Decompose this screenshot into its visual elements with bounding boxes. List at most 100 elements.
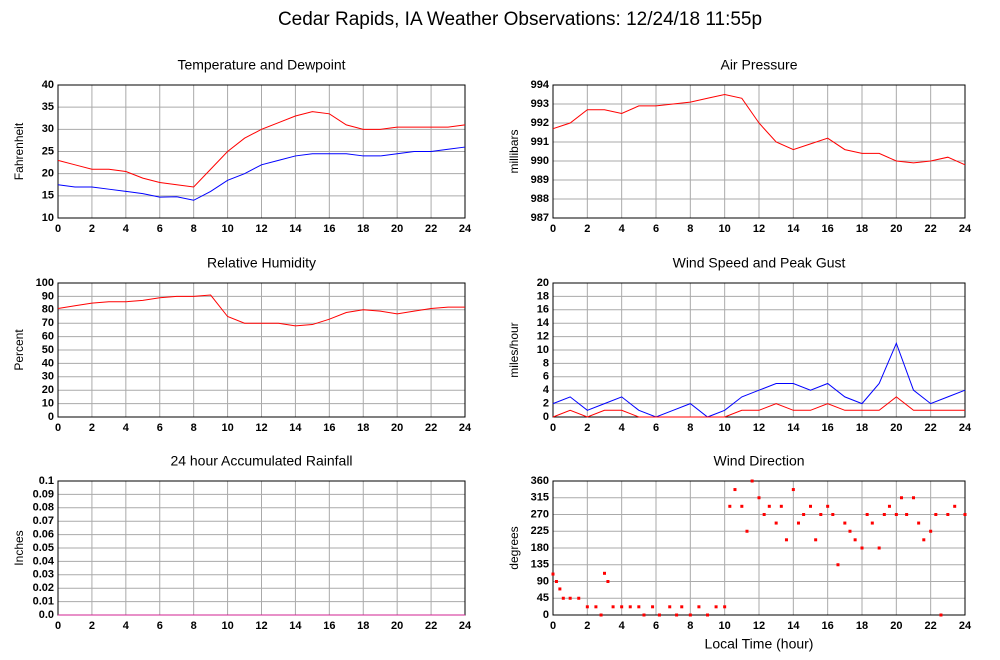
x-tick-label: 20 xyxy=(391,620,403,632)
x-tick-label: 8 xyxy=(687,223,693,235)
x-tick-label: 6 xyxy=(653,223,659,235)
data-point xyxy=(929,529,933,533)
x-tick-label: 4 xyxy=(123,620,130,632)
x-tick-label: 24 xyxy=(459,223,472,235)
y-axis-label: millibars xyxy=(507,129,521,173)
data-point xyxy=(558,587,562,591)
y-axis-label: degrees xyxy=(507,526,521,569)
data-point xyxy=(843,521,847,525)
x-tick-label: 12 xyxy=(753,620,765,632)
x-tick-label: 2 xyxy=(89,422,95,434)
data-point xyxy=(819,513,823,516)
x-tick-label: 12 xyxy=(255,223,267,235)
plot-frame xyxy=(552,480,966,616)
x-tick-label: 0 xyxy=(55,422,61,434)
x-tick-label: 2 xyxy=(584,223,590,235)
x-tick-label: 22 xyxy=(425,223,437,235)
data-point xyxy=(585,605,589,609)
data-point xyxy=(668,605,672,609)
y-tick-label: 225 xyxy=(531,525,549,537)
x-tick-label: 10 xyxy=(719,422,731,434)
data-point xyxy=(848,529,852,533)
y-tick-label: 0.0 xyxy=(39,609,54,621)
data-point xyxy=(733,488,737,492)
chart-title: Air Pressure xyxy=(720,57,797,73)
plot-frame xyxy=(552,84,966,219)
data-point xyxy=(836,563,840,567)
y-tick-label: 991 xyxy=(531,136,549,148)
y-tick-label: 10 xyxy=(537,344,549,356)
data-point xyxy=(762,513,766,516)
x-tick-label: 18 xyxy=(856,620,868,632)
x-tick-label: 2 xyxy=(584,620,590,632)
x-tick-label: 2 xyxy=(584,422,590,434)
x-tick-label: 8 xyxy=(687,620,693,632)
x-tick-label: 6 xyxy=(157,620,163,632)
chart-title: Temperature and Dewpoint xyxy=(177,57,345,73)
x-tick-label: 24 xyxy=(959,620,972,632)
x-tick-label: 14 xyxy=(289,223,302,235)
x-tick-label: 14 xyxy=(787,223,800,235)
plot-frame xyxy=(57,282,466,418)
x-tick-label: 12 xyxy=(255,620,267,632)
data-point xyxy=(791,488,795,492)
x-tick-label: 20 xyxy=(890,422,902,434)
x-tick-label: 20 xyxy=(391,422,403,434)
y-tick-label: 80 xyxy=(42,304,54,316)
y-tick-label: 989 xyxy=(531,174,549,186)
plot-frame xyxy=(57,84,466,219)
y-tick-label: 100 xyxy=(36,277,54,289)
y-tick-label: 0.09 xyxy=(33,488,54,500)
x-tick-label: 8 xyxy=(687,422,693,434)
y-tick-label: 270 xyxy=(531,508,549,520)
x-tick-label: 16 xyxy=(323,422,335,434)
data-point xyxy=(561,596,565,600)
y-tick-label: 315 xyxy=(531,492,549,504)
data-point xyxy=(779,504,783,508)
data-point xyxy=(784,538,788,542)
data-point xyxy=(865,513,869,516)
y-tick-label: 0.03 xyxy=(33,569,54,581)
x-tick-label: 6 xyxy=(157,422,163,434)
x-tick-label: 8 xyxy=(191,223,197,235)
data-point xyxy=(599,613,603,617)
data-point xyxy=(917,521,921,525)
chart-title: Wind Direction xyxy=(713,453,804,469)
x-tick-label: 18 xyxy=(357,620,369,632)
data-point xyxy=(728,504,732,508)
page-title: Cedar Rapids, IA Weather Observations: 1… xyxy=(278,9,762,30)
data-point xyxy=(922,538,926,542)
y-tick-label: 70 xyxy=(42,317,54,329)
data-point xyxy=(905,513,909,516)
x-tick-label: 16 xyxy=(822,620,834,632)
x-tick-label: 22 xyxy=(425,422,437,434)
x-tick-label: 4 xyxy=(619,620,626,632)
x-tick-label: 16 xyxy=(323,223,335,235)
x-tick-label: 2 xyxy=(89,223,95,235)
data-point xyxy=(551,572,555,576)
data-point xyxy=(745,529,749,533)
y-tick-label: 135 xyxy=(531,559,549,571)
x-tick-label: 12 xyxy=(753,422,765,434)
x-tick-label: 20 xyxy=(391,223,403,235)
data-line xyxy=(57,146,466,201)
y-tick-label: 0 xyxy=(543,609,549,621)
x-tick-label: 10 xyxy=(221,620,233,632)
y-tick-label: 988 xyxy=(531,193,549,205)
y-tick-label: 14 xyxy=(537,317,550,329)
data-line xyxy=(552,341,966,418)
x-tick-label: 16 xyxy=(822,223,834,235)
y-tick-label: 0.04 xyxy=(33,555,55,567)
x-tick-label: 14 xyxy=(289,620,302,632)
data-point xyxy=(688,613,692,617)
data-point xyxy=(953,504,957,508)
y-tick-label: 360 xyxy=(531,475,549,487)
y-axis-label: Percent xyxy=(12,329,26,371)
data-point xyxy=(870,521,874,525)
x-tick-label: 6 xyxy=(653,620,659,632)
data-point xyxy=(554,580,558,583)
y-tick-label: 0.08 xyxy=(33,502,54,514)
data-point xyxy=(750,479,754,483)
data-point xyxy=(912,496,915,500)
y-tick-label: 20 xyxy=(42,384,54,396)
